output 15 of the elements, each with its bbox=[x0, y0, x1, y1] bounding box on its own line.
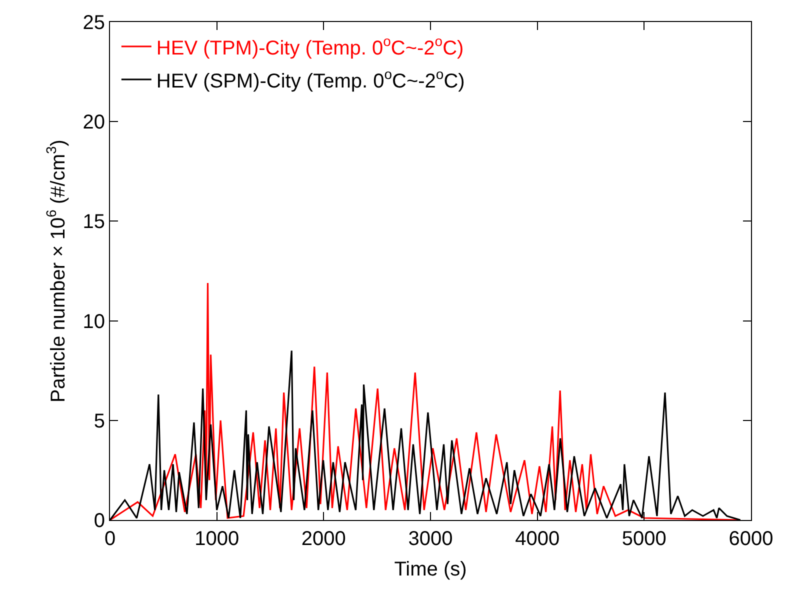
y-tick-label: 10 bbox=[82, 310, 105, 333]
y-tick-label: 20 bbox=[82, 112, 105, 134]
y-tick-label: 15 bbox=[82, 211, 105, 234]
x-tick-label: 2000 bbox=[301, 528, 346, 550]
x-axis-title: Time (s) bbox=[394, 558, 467, 580]
legend-label: HEV (TPM)-City (Temp. 0$^{o}$C~-2$^{o}$C) bbox=[156, 32, 464, 60]
x-tick-label: 4000 bbox=[515, 528, 560, 550]
x-tick-label: 1000 bbox=[194, 528, 240, 550]
legend-label: HEV (SPM)-City (Temp. 0$^{o}$C~-2$^{o}$C) bbox=[156, 66, 465, 92]
x-tick-label: 3000 bbox=[408, 528, 453, 550]
y-tick-label: 0 bbox=[94, 510, 105, 532]
x-tick-label: 5000 bbox=[622, 528, 666, 550]
x-tick-label: 6000 bbox=[728, 528, 774, 550]
y-tick-label: 25 bbox=[82, 12, 105, 34]
y-tick-label: 5 bbox=[94, 410, 105, 432]
